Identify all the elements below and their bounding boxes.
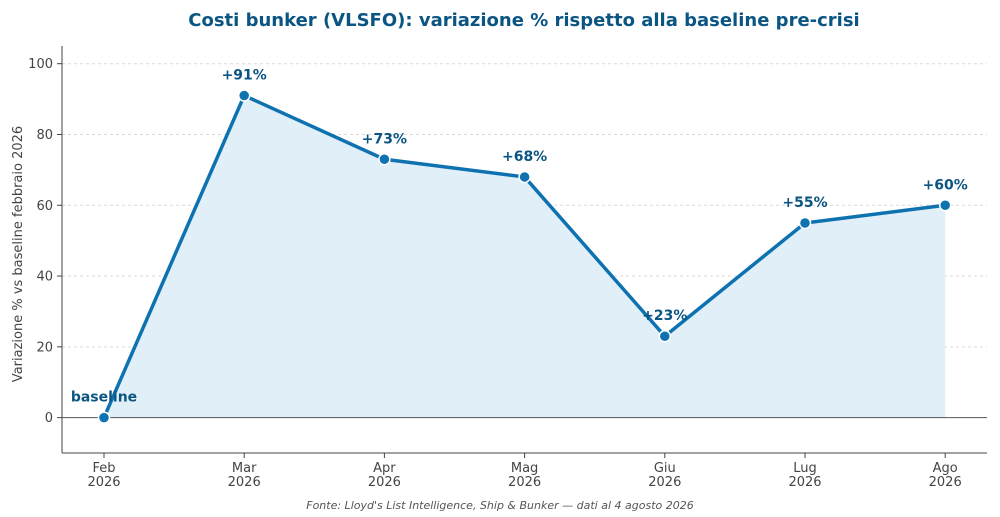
data-label: baseline	[71, 390, 137, 406]
x-tick-label-month: Lug	[793, 461, 817, 476]
y-tick-label: 40	[36, 270, 53, 285]
x-tick-label-month: Mar	[232, 461, 257, 476]
y-tick-label: 60	[36, 199, 53, 214]
y-axis-label: Variazione % vs baseline febbraio 2026	[11, 126, 26, 382]
data-point	[938, 199, 952, 212]
data-point	[237, 89, 251, 102]
area-fill	[104, 95, 946, 418]
x-tick-label-month: Apr	[373, 461, 396, 476]
data-point	[658, 329, 672, 343]
area-layer	[104, 95, 946, 418]
data-label: +23%	[642, 308, 687, 324]
x-tick-label-year: 2026	[368, 475, 401, 490]
data-label: +60%	[923, 177, 968, 193]
y-tick-label: 100	[28, 57, 53, 72]
data-label: +55%	[782, 195, 827, 211]
x-tick-label-month: Ago	[933, 461, 958, 476]
x-tick-label-year: 2026	[929, 475, 962, 490]
x-tick-label-month: Giu	[654, 461, 676, 476]
tick-layer: 020406080100Feb2026Mar2026Apr2026Mag2026…	[28, 57, 962, 490]
x-tick-label-year: 2026	[228, 475, 261, 490]
data-point	[798, 216, 812, 230]
y-tick-label: 80	[36, 128, 53, 143]
x-tick-label-year: 2026	[508, 475, 541, 490]
data-point	[378, 153, 391, 166]
x-tick-label-year: 2026	[87, 475, 120, 490]
x-tick-label-month: Feb	[92, 461, 115, 476]
x-tick-label-year: 2026	[788, 475, 821, 490]
x-tick-label-year: 2026	[648, 475, 681, 490]
data-label: +68%	[502, 149, 547, 165]
data-point	[518, 170, 531, 184]
data-label: +91%	[222, 68, 267, 84]
data-point	[97, 411, 111, 424]
source-note: Fonte: Lloyd's List Intelligence, Ship &…	[306, 499, 694, 512]
chart-title: Costi bunker (VLSFO): variazione % rispe…	[188, 10, 859, 31]
x-tick-label-month: Mag	[511, 461, 538, 476]
point-layer	[97, 89, 952, 424]
label-layer: baseline +91% +73% +68% +23% +55% +60%	[71, 68, 968, 406]
y-tick-label: 20	[36, 340, 53, 355]
y-tick-label: 0	[45, 411, 53, 426]
data-label: +73%	[362, 131, 407, 147]
